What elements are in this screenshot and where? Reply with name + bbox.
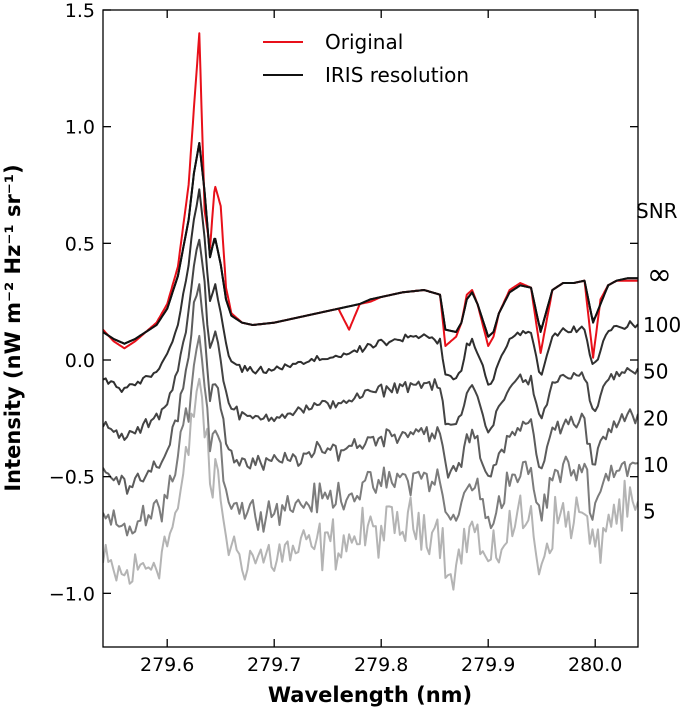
snr-labels: ∞ 100 50 20 10 5 xyxy=(643,257,681,523)
series-line-snr-100 xyxy=(103,188,638,393)
series-line-snr-50 xyxy=(103,238,638,441)
series-line-iris-resolution xyxy=(103,142,638,345)
snr-label-20: 20 xyxy=(643,406,668,430)
series-line-snr-20 xyxy=(103,283,638,495)
x-tick-label: 280.0 xyxy=(568,654,622,676)
snr-label-50: 50 xyxy=(643,360,668,384)
x-axis-ticks: 279.6 279.7 279.8 279.9 280.0 xyxy=(140,10,622,676)
plot-frame xyxy=(102,9,639,648)
series-line-original xyxy=(103,32,638,359)
y-tick-label: −0.5 xyxy=(49,467,95,489)
snr-label-inf: ∞ xyxy=(647,257,672,292)
snr-label-5: 5 xyxy=(643,500,656,524)
y-tick-label: 0.0 xyxy=(65,350,95,372)
x-tick-label: 279.7 xyxy=(247,654,301,676)
x-tick-label: 279.8 xyxy=(354,654,408,676)
y-axis-title: Intensity (nW m⁻² Hz⁻¹ sr⁻¹) xyxy=(1,164,25,491)
x-tick-label: 279.6 xyxy=(140,654,194,676)
series-lines xyxy=(103,32,638,591)
y-tick-label: 0.5 xyxy=(65,233,95,255)
y-tick-label: 1.5 xyxy=(65,0,95,22)
snr-label-100: 100 xyxy=(643,313,681,337)
x-tick-label: 279.9 xyxy=(461,654,515,676)
series-line-snr-5 xyxy=(103,377,638,591)
y-tick-label: 1.0 xyxy=(65,117,95,139)
legend-label-iris: IRIS resolution xyxy=(325,63,469,87)
y-axis-ticks: 1.5 1.0 0.5 0.0 −0.5 −1.0 xyxy=(49,0,638,605)
legend-label-original: Original xyxy=(325,30,403,54)
legend: Original IRIS resolution xyxy=(263,30,469,87)
snr-label-10: 10 xyxy=(643,453,668,477)
series-line-snr-10 xyxy=(103,334,638,537)
y-tick-label: −1.0 xyxy=(49,583,95,605)
x-axis-title: Wavelength (nm) xyxy=(268,683,472,707)
snr-header: SNR xyxy=(636,199,678,223)
